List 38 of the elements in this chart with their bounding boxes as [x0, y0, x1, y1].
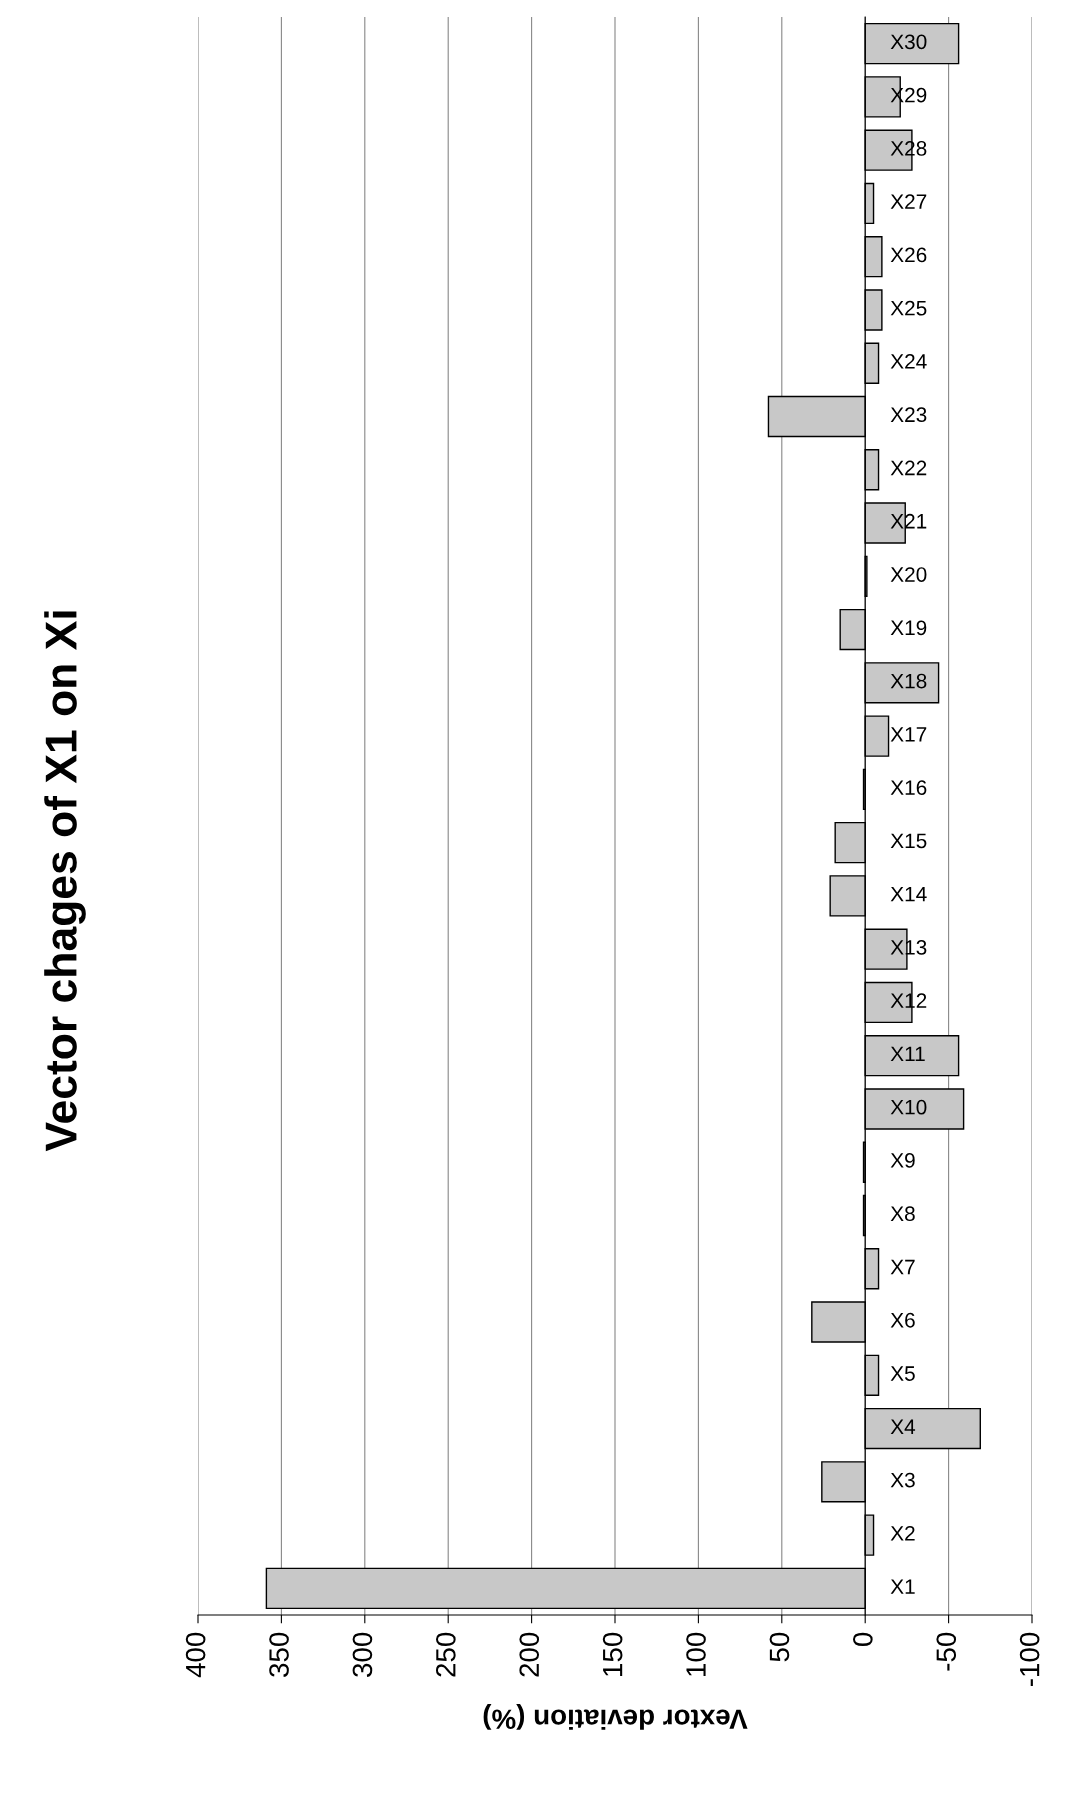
y-tick-label: X20 [890, 567, 927, 582]
x-tick-label: 0 [852, 1632, 873, 1647]
y-tick-label: X17 [890, 727, 927, 742]
y-tick-label: X14 [890, 886, 927, 902]
y-tick-label: X10 [890, 1099, 927, 1115]
x-tick-label: -100 [1019, 1632, 1040, 1687]
x-tick-label: 50 [769, 1632, 790, 1662]
x-tick-label: 150 [602, 1632, 623, 1676]
text: Vector chages of X1 on Xi [44, 611, 86, 1152]
y-tick-label: X2 [890, 1525, 915, 1541]
y-tick-label: X3 [890, 1472, 915, 1488]
y-tick-label: X1 [890, 1579, 915, 1594]
x-axis-title: Vextor deviation (%) [483, 1703, 748, 1730]
y-tick-label: X4 [890, 1419, 916, 1434]
y-tick-label: X30 [890, 34, 927, 50]
x-tick-label: 350 [269, 1632, 289, 1677]
y-tick-label: X18 [890, 673, 927, 689]
y-tick-label: X27 [890, 194, 927, 209]
y-tick-label: X11 [890, 1046, 925, 1062]
x-tick-label: 400 [185, 1632, 206, 1678]
x-tick-label: 250 [435, 1632, 456, 1677]
y-tick-label: X24 [890, 354, 927, 369]
y-tick-label: X15 [890, 833, 927, 849]
y-tick-label: X19 [890, 620, 927, 636]
y-tick-label: X16 [890, 780, 927, 795]
x-tick-label: 300 [352, 1632, 373, 1677]
y-tick-label: X26 [890, 247, 927, 263]
x-tick-label: 100 [686, 1632, 706, 1676]
y-tick-label: X25 [890, 300, 927, 316]
y-tick-label: X9 [890, 1153, 915, 1168]
x-tick-label: -50 [936, 1632, 957, 1671]
y-tick-label: X22 [890, 460, 927, 476]
y-tick-label: X23 [890, 407, 927, 423]
y-tick-label: X8 [890, 1206, 915, 1222]
y-tick-label: X7 [890, 1259, 915, 1275]
x-tick-label: 200 [519, 1632, 540, 1677]
y-tick-label: X6 [890, 1312, 915, 1328]
y-tick-label: X5 [890, 1366, 915, 1381]
